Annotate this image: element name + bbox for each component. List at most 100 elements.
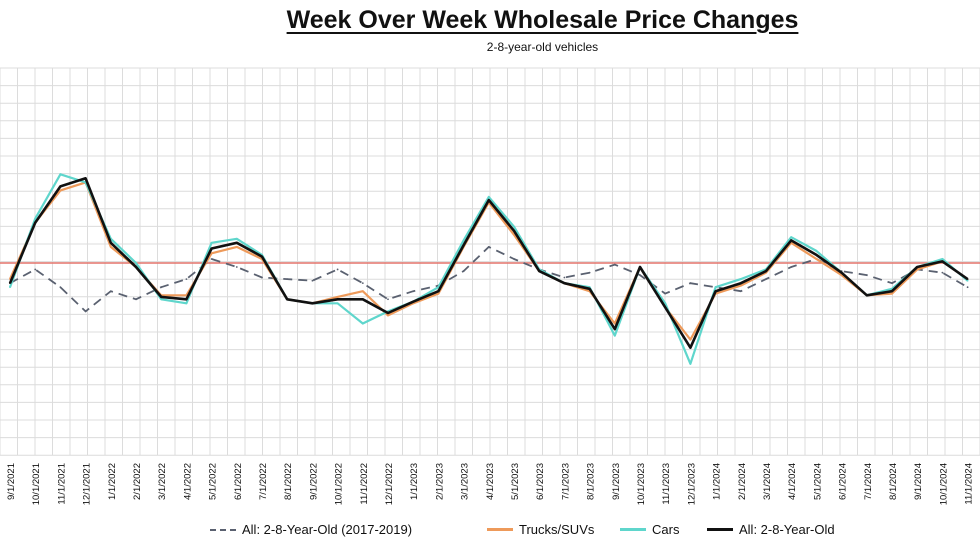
- x-tick-label: 2/1/2023: [434, 463, 445, 500]
- x-tick-label: 11/1/2022: [359, 463, 370, 505]
- data-point: [261, 276, 263, 279]
- data-point: [739, 282, 742, 285]
- data-point: [210, 247, 213, 250]
- data-point: [941, 258, 944, 260]
- data-point: [714, 290, 717, 293]
- data-point: [261, 255, 263, 258]
- legend-swatch-cyan: [620, 528, 646, 531]
- data-point: [613, 334, 616, 337]
- data-point: [412, 290, 415, 293]
- legend-label: Trucks/SUVs: [519, 522, 595, 537]
- x-tick-label: 9/1/2023: [611, 463, 622, 500]
- data-point: [34, 217, 37, 220]
- data-point: [160, 295, 163, 298]
- data-point: [462, 244, 465, 247]
- data-point: [563, 282, 566, 285]
- data-point: [664, 302, 667, 305]
- x-tick-label: 5/1/2023: [510, 463, 521, 500]
- x-tick-label: 7/1/2024: [863, 463, 874, 500]
- legend-swatch-orange: [487, 528, 513, 531]
- x-tick-label: 7/1/2022: [258, 463, 269, 500]
- legend-item-trucks-suvs: Trucks/SUVs: [487, 522, 594, 537]
- chart-subtitle: 2-8-year-old vehicles: [486, 40, 599, 54]
- data-point: [109, 241, 112, 244]
- data-point: [689, 338, 692, 341]
- data-point: [109, 245, 112, 248]
- chart-grid: [0, 67, 980, 456]
- data-point: [966, 286, 969, 289]
- data-point: [160, 286, 163, 289]
- data-point: [941, 260, 944, 263]
- data-point: [59, 185, 62, 188]
- data-point: [815, 250, 818, 252]
- x-tick-label: 10/1/2022: [334, 463, 345, 505]
- x-tick-label: 4/1/2023: [485, 463, 496, 500]
- x-tick-label: 11/1/2021: [56, 463, 67, 505]
- data-point: [714, 286, 717, 289]
- data-point: [664, 292, 667, 295]
- data-point: [185, 278, 188, 281]
- data-point: [34, 221, 37, 224]
- x-tick-label: 12/1/2021: [82, 463, 93, 505]
- data-point: [437, 292, 440, 295]
- data-point: [639, 274, 641, 276]
- data-point: [336, 295, 339, 298]
- data-point: [59, 173, 62, 176]
- legend-swatch-dashed: [210, 528, 236, 531]
- legend-label: All: 2-8-Year-Old: [739, 522, 835, 537]
- x-tick-label: 10/1/2024: [938, 463, 949, 505]
- data-point: [412, 300, 415, 303]
- x-tick-label: 9/1/2021: [6, 463, 17, 500]
- x-tick-label: 6/1/2023: [535, 463, 546, 500]
- data-point: [588, 271, 591, 274]
- x-tick-label: 4/1/2024: [787, 463, 798, 500]
- data-point: [185, 298, 188, 301]
- data-point: [941, 271, 944, 274]
- x-tick-label: 11/1/2024: [964, 463, 975, 505]
- data-point: [865, 274, 868, 276]
- data-point: [84, 177, 87, 180]
- data-point: [513, 225, 515, 228]
- data-point: [462, 270, 465, 272]
- data-point: [210, 241, 213, 244]
- data-point: [235, 241, 238, 244]
- data-point: [361, 298, 364, 301]
- x-tick-label: 9/1/2024: [913, 463, 924, 500]
- data-point: [513, 233, 515, 236]
- legend-label: All: 2-8-Year-Old (2017-2019): [242, 522, 413, 537]
- data-point: [286, 278, 289, 281]
- data-point: [135, 266, 137, 268]
- data-point: [513, 229, 515, 232]
- data-point: [538, 270, 541, 272]
- x-tick-label: 5/1/2024: [812, 463, 823, 500]
- data-point: [437, 290, 440, 293]
- data-point: [664, 306, 667, 309]
- data-point: [9, 286, 11, 289]
- x-tick-label: 8/1/2024: [888, 463, 899, 500]
- data-point: [387, 314, 389, 317]
- data-point: [437, 286, 440, 289]
- legend-item-all: All: 2-8-Year-Old: [707, 522, 835, 537]
- legend-item-cars: Cars: [620, 522, 679, 537]
- data-point: [336, 268, 339, 271]
- x-tick-label: 1/1/2024: [712, 463, 723, 500]
- data-point: [235, 266, 238, 268]
- data-point: [462, 239, 465, 242]
- data-point: [739, 284, 742, 287]
- data-point: [765, 270, 767, 272]
- x-tick-label: 4/1/2022: [182, 463, 193, 500]
- data-point: [689, 362, 692, 365]
- data-point: [210, 258, 213, 260]
- data-point: [59, 286, 62, 289]
- chart-title: Week Over Week Wholesale Price Changes: [286, 6, 799, 34]
- data-point: [336, 298, 339, 301]
- data-point: [790, 236, 793, 239]
- data-point: [739, 278, 742, 281]
- x-tick-label: 3/1/2023: [460, 463, 471, 500]
- data-point: [613, 328, 616, 331]
- data-point: [689, 282, 692, 285]
- x-axis-tick-labels: 9/1/2021 10/1/2021 11/1/2021 12/1/2021 1/1/2…: [6, 463, 975, 505]
- data-point: [160, 298, 163, 301]
- data-point: [185, 302, 188, 305]
